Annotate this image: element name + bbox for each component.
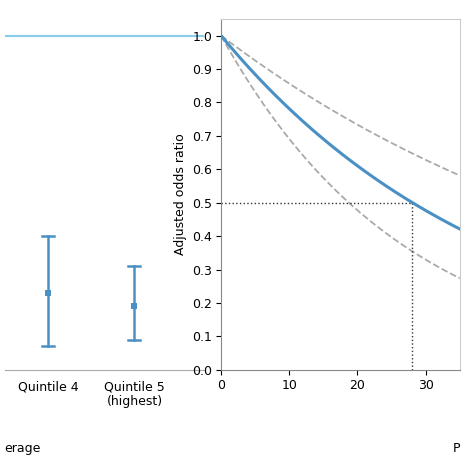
Y-axis label: Adjusted odds ratio: Adjusted odds ratio	[173, 134, 187, 255]
Text: erage: erage	[5, 442, 41, 455]
Text: P: P	[452, 442, 460, 455]
